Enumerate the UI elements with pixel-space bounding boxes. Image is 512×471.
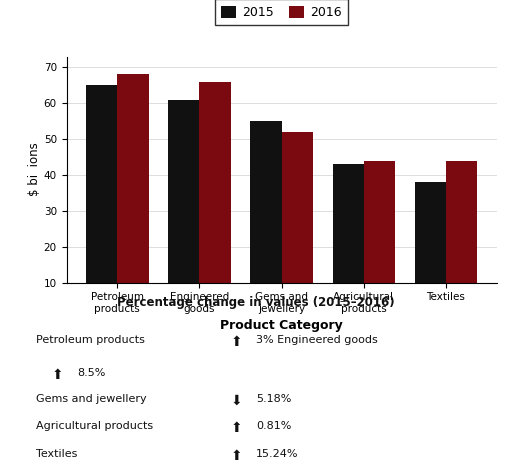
- Legend: 2015, 2016: 2015, 2016: [215, 0, 348, 25]
- Bar: [446, 161, 477, 318]
- Text: ⬆: ⬆: [230, 449, 242, 463]
- Text: 15.24%: 15.24%: [256, 449, 298, 459]
- X-axis label: Product Category: Product Category: [220, 319, 343, 333]
- Text: ⬆: ⬆: [230, 335, 242, 349]
- Bar: [415, 182, 446, 318]
- Bar: [200, 81, 231, 318]
- Text: Gems and jewellery: Gems and jewellery: [36, 394, 146, 404]
- Text: ⬆: ⬆: [51, 368, 63, 382]
- Bar: [117, 74, 148, 318]
- Text: 5.18%: 5.18%: [256, 394, 291, 404]
- Text: ⬇: ⬇: [230, 394, 242, 408]
- Y-axis label: $ bi  ions: $ bi ions: [28, 143, 41, 196]
- Bar: [250, 121, 282, 318]
- Text: Agricultural products: Agricultural products: [36, 422, 153, 431]
- Text: Percentage change in values (2015–2016): Percentage change in values (2015–2016): [117, 297, 395, 309]
- Text: 3% Engineered goods: 3% Engineered goods: [256, 335, 378, 345]
- Text: 0.81%: 0.81%: [256, 422, 291, 431]
- Bar: [282, 132, 313, 318]
- Text: Petroleum products: Petroleum products: [36, 335, 145, 345]
- Bar: [168, 99, 200, 318]
- Text: ⬆: ⬆: [230, 422, 242, 435]
- Bar: [332, 164, 364, 318]
- Text: Textiles: Textiles: [36, 449, 77, 459]
- Bar: [364, 161, 395, 318]
- Text: 8.5%: 8.5%: [77, 368, 105, 378]
- Bar: [86, 85, 117, 318]
